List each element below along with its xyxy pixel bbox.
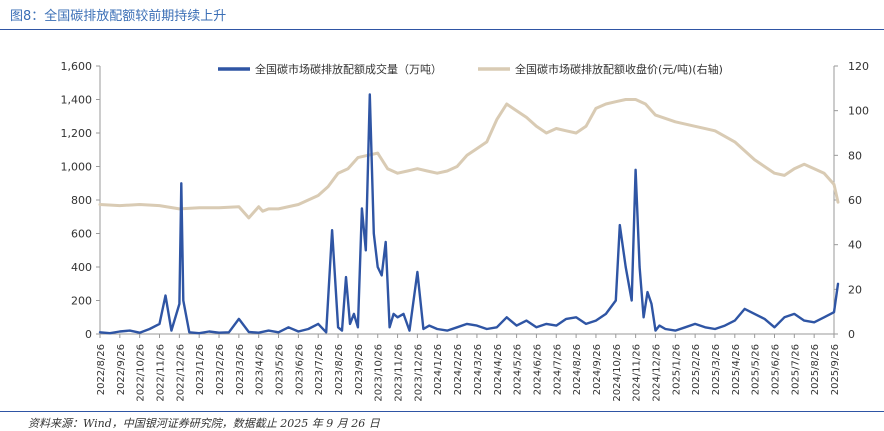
right-tick-label: 40 (848, 239, 862, 252)
x-tick-label: 2022/9/26 (116, 344, 127, 395)
x-tick-label: 2025/1/26 (671, 344, 682, 395)
x-tick-label: 2024/3/26 (473, 344, 484, 395)
bottom-rule (0, 411, 884, 412)
left-tick-label: 400 (71, 261, 92, 274)
x-tick-label: 2023/9/26 (354, 344, 365, 395)
legend-volume-label: 全国碳市场碳排放配额成交量（万吨） (255, 62, 442, 76)
x-tick-label: 2025/7/26 (790, 344, 801, 395)
right-tick-label: 120 (848, 60, 869, 73)
x-tick-label: 2024/11/26 (632, 344, 643, 402)
left-tick-label: 1,000 (61, 161, 93, 174)
right-tick-label: 100 (848, 105, 869, 118)
x-tick-label: 2024/9/26 (592, 344, 603, 395)
x-tick-label: 2023/8/26 (334, 344, 345, 395)
x-tick-label: 2022/12/26 (175, 344, 186, 402)
x-tick-label: 2024/1/26 (433, 344, 444, 395)
legend: 全国碳市场碳排放配额成交量（万吨） 全国碳市场碳排放配额收盘价(元/吨)(右轴) (218, 62, 723, 76)
left-tick-label: 0 (85, 328, 92, 341)
left-tick-label: 1,200 (61, 127, 93, 140)
top-rule (0, 29, 884, 30)
x-tick-label: 2023/7/26 (314, 344, 325, 395)
left-tick-label: 200 (71, 295, 92, 308)
x-tick-label: 2023/12/26 (413, 344, 424, 402)
legend-price-label: 全国碳市场碳排放配额收盘价(元/吨)(右轴) (515, 62, 723, 76)
right-tick-label: 20 (848, 283, 862, 296)
x-tick-label: 2023/2/26 (215, 344, 226, 395)
x-tick-label: 2023/1/26 (195, 344, 206, 395)
left-tick-label: 1,600 (61, 60, 93, 73)
figure-title: 图8：全国碳排放配额较前期持续上升 (10, 9, 227, 24)
x-tick-label: 2022/8/26 (96, 344, 107, 395)
x-tick-label: 2024/4/26 (493, 344, 504, 395)
x-tick-label: 2022/11/26 (156, 344, 167, 402)
volume-series-line (98, 93, 840, 335)
source-note: 资料来源：Wind，中国银河证券研究院，数据截止 2025 年 9 月 26 日 (28, 417, 380, 430)
x-tick-label: 2024/10/26 (612, 344, 623, 402)
x-tick-label: 2023/3/26 (235, 344, 246, 395)
x-tick-label: 2024/12/26 (651, 344, 662, 402)
x-tick-label: 2024/5/26 (513, 344, 524, 395)
x-tick-label: 2025/4/26 (731, 344, 742, 395)
left-tick-label: 600 (71, 228, 92, 241)
x-tick-label: 2025/5/26 (751, 344, 762, 395)
x-tick-label: 2023/6/26 (294, 344, 305, 395)
x-tick-label: 2025/3/26 (711, 344, 722, 395)
x-tick-label: 2023/11/26 (394, 344, 405, 402)
x-tick-label: 2024/6/26 (532, 344, 543, 395)
x-tick-label: 2023/10/26 (374, 344, 385, 402)
x-tick-label: 2025/6/26 (770, 344, 781, 395)
left-tick-label: 1,400 (61, 94, 93, 107)
x-tick-label: 2023/4/26 (255, 344, 266, 395)
x-tick-label: 2022/10/26 (136, 344, 147, 402)
right-tick-label: 60 (848, 194, 862, 207)
x-tick-label: 2023/5/26 (275, 344, 286, 395)
x-tick-label: 2024/7/26 (552, 344, 563, 395)
axes: 0 200 400 600 800 1,000 1,200 1,400 1,600 0 20 40 60… (61, 60, 870, 402)
x-tick-label: 2024/2/26 (453, 344, 464, 395)
right-tick-label: 80 (848, 149, 862, 162)
right-tick-label: 0 (848, 328, 855, 341)
x-tick-label: 2025/2/26 (691, 344, 702, 395)
series-lines (98, 93, 840, 335)
x-tick-label: 2024/8/26 (572, 344, 583, 395)
price-series-line (98, 98, 840, 220)
x-tick-label: 2025/8/26 (810, 344, 821, 395)
x-tick-label: 2025/9/26 (830, 344, 841, 395)
left-tick-label: 800 (71, 194, 92, 207)
